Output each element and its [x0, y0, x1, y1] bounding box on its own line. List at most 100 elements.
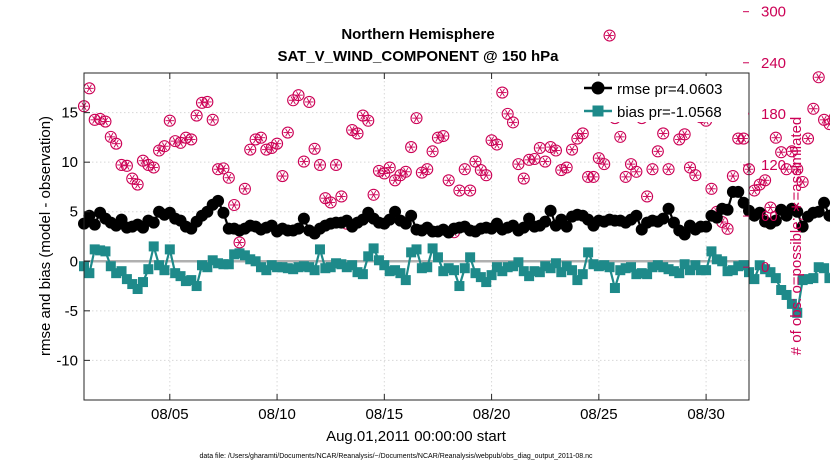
- obs-possible-marker: [506, 116, 520, 129]
- x-tick-label: 08/30: [687, 406, 725, 423]
- bias-point: [524, 271, 535, 282]
- obs-count-point: [565, 143, 579, 156]
- obs-assimilated-marker: [725, 224, 731, 233]
- bias-point: [314, 244, 325, 255]
- obs-count-point: [619, 170, 632, 183]
- x-axis-label: Aug.01,2011 00:00:00 start: [326, 428, 507, 445]
- bias-point: [341, 262, 352, 273]
- obs-possible-marker: [689, 169, 702, 182]
- obs-possible-marker: [249, 133, 262, 146]
- obs-assimilated-marker: [397, 171, 403, 180]
- bias-point: [261, 265, 272, 276]
- bias-point: [599, 260, 610, 271]
- obs-possible-marker: [587, 170, 600, 183]
- bias-point: [347, 260, 358, 271]
- obs-possible-marker: [442, 174, 455, 187]
- obs-possible-marker: [308, 142, 321, 155]
- obs-count-point: [201, 95, 214, 109]
- obs-count-point: [120, 159, 133, 172]
- obs-count-point: [726, 169, 739, 183]
- obs-possible-marker: [501, 107, 514, 120]
- bias-point: [679, 259, 690, 270]
- obs-possible-marker: [351, 127, 364, 140]
- bias-point: [529, 266, 540, 277]
- bias-point: [545, 263, 556, 274]
- obs-possible-marker: [158, 140, 171, 153]
- obs-count-point: [147, 161, 160, 174]
- obs-assimilated-marker: [767, 203, 773, 212]
- obs-possible-marker: [179, 131, 192, 144]
- rmse-point: [769, 214, 782, 227]
- x-tick-label: 08/15: [366, 406, 404, 423]
- bias-point: [373, 255, 384, 266]
- obs-assimilated-marker: [762, 176, 768, 185]
- bias-point: [588, 259, 599, 270]
- bias-point: [416, 263, 427, 274]
- obs-possible-marker: [555, 164, 568, 177]
- obs-count-point: [828, 113, 830, 121]
- rmse-point: [88, 218, 101, 231]
- x-tick-label: 08/05: [151, 406, 189, 423]
- bias-point: [513, 257, 524, 268]
- chart-title: Northern Hemisphere: [341, 26, 494, 43]
- obs-assimilated-marker: [676, 135, 682, 144]
- obs-assimilated-marker: [548, 143, 554, 152]
- bias-point: [819, 263, 830, 274]
- obs-assimilated-marker: [108, 132, 114, 141]
- obs-assimilated-marker: [537, 143, 543, 152]
- rmse-point: [405, 209, 418, 222]
- obs-count-point: [705, 182, 718, 195]
- rmse-point: [539, 215, 552, 228]
- obs-possible-marker: [614, 130, 627, 143]
- obs-count-point: [222, 171, 235, 184]
- obs-count-point: [689, 169, 702, 182]
- bias-point: [127, 279, 138, 290]
- bias-point: [202, 262, 213, 273]
- rmse-point: [791, 205, 804, 218]
- bias-point: [154, 260, 165, 271]
- bias-point: [357, 269, 368, 280]
- obs-possible-marker: [437, 129, 450, 143]
- obs-assimilated-marker: [365, 116, 371, 125]
- bias-point: [282, 263, 293, 274]
- bias-point: [427, 243, 438, 254]
- bias-point: [711, 254, 722, 265]
- obs-count-point: [807, 102, 820, 115]
- obs-possible-marker: [228, 198, 241, 212]
- obs-possible-marker: [641, 190, 654, 203]
- obs-assimilated-marker: [140, 156, 146, 165]
- y-tick-label-right: 300: [761, 4, 786, 21]
- bias-point: [159, 265, 170, 276]
- obs-possible-marker: [99, 115, 112, 128]
- obs-possible-marker: [759, 174, 772, 187]
- obs-assimilated-marker: [521, 174, 527, 183]
- obs-possible-marker: [169, 135, 182, 148]
- obs-assimilated-marker: [757, 180, 763, 189]
- y-tick-label-right: 240: [761, 55, 786, 72]
- bias-point: [406, 247, 417, 258]
- obs-assimilated-marker: [333, 161, 339, 169]
- obs-possible-marker: [238, 182, 251, 195]
- obs-count-point: [292, 89, 305, 102]
- obs-possible-marker: [576, 127, 589, 140]
- bias-point: [620, 263, 631, 274]
- obs-count-point: [437, 129, 450, 143]
- obs-assimilated-marker: [660, 129, 666, 138]
- legend-bias-label: bias pr=-1.0568: [617, 104, 722, 121]
- obs-assimilated-marker: [419, 168, 425, 177]
- obs-count-point: [330, 158, 343, 172]
- obs-assimilated-marker: [708, 184, 714, 193]
- obs-count-point: [319, 192, 332, 205]
- obs-assimilated-marker: [505, 109, 511, 118]
- obs-count-point: [185, 133, 198, 146]
- obs-assimilated-marker: [499, 88, 505, 97]
- obs-count-point: [367, 188, 380, 201]
- obs-assimilated-marker: [295, 91, 302, 100]
- obs-assimilated-marker: [580, 129, 586, 138]
- bias-point: [652, 260, 663, 271]
- x-tick-label: 08/25: [580, 406, 618, 423]
- obs-possible-marker: [217, 162, 230, 175]
- obs-count-point: [490, 138, 503, 151]
- x-tick-label: 08/10: [258, 406, 296, 423]
- bias-point: [111, 268, 122, 279]
